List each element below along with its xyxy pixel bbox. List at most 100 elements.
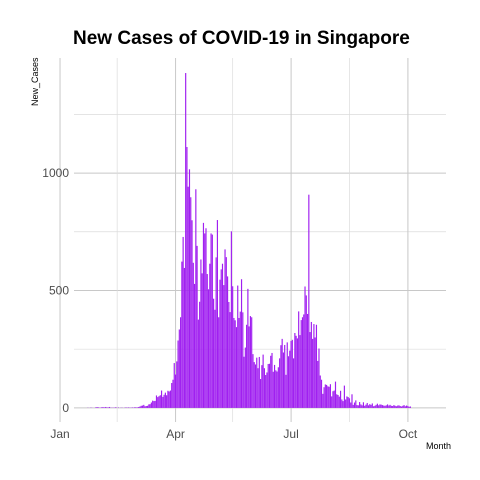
- bar: [257, 368, 259, 408]
- bar: [338, 396, 340, 408]
- bar: [152, 400, 154, 408]
- bar: [369, 404, 371, 408]
- bar: [105, 406, 107, 408]
- bar: [309, 332, 311, 408]
- x-tick-label: Apr: [166, 427, 185, 441]
- bar: [296, 338, 298, 408]
- bar: [200, 259, 202, 408]
- bar: [366, 402, 368, 408]
- bar: [298, 311, 300, 408]
- bar: [279, 358, 281, 408]
- bar: [280, 345, 282, 408]
- bar: [315, 324, 318, 408]
- bar: [155, 395, 158, 408]
- bar: [355, 400, 357, 408]
- bar: [235, 327, 238, 408]
- bar: [210, 233, 212, 408]
- bar: [174, 374, 177, 408]
- bar: [258, 356, 260, 408]
- bar: [294, 333, 296, 408]
- bar: [176, 361, 178, 408]
- bar: [195, 189, 197, 408]
- bar: [160, 390, 163, 408]
- bar: [147, 405, 149, 408]
- bar: [342, 401, 344, 408]
- bar: [336, 394, 338, 408]
- bar: [373, 406, 375, 408]
- bar: [386, 404, 389, 408]
- bar: [394, 405, 396, 408]
- bar: [206, 274, 208, 408]
- bar: [364, 405, 366, 408]
- y-tick-label: 500: [49, 283, 69, 297]
- bar: [196, 245, 198, 408]
- bar: [378, 405, 380, 408]
- bar: [238, 317, 240, 408]
- bar: [352, 404, 354, 408]
- bar: [215, 257, 217, 408]
- bar: [191, 220, 193, 408]
- bar: [186, 147, 188, 408]
- bar: [96, 407, 98, 408]
- bar: [172, 379, 174, 408]
- bar: [188, 169, 191, 408]
- bar: [166, 395, 168, 408]
- bar: [143, 404, 145, 408]
- bar: [145, 406, 147, 408]
- bars: [87, 73, 411, 408]
- bar: [201, 273, 203, 408]
- bar: [395, 406, 398, 408]
- bar: [306, 313, 309, 408]
- bar: [398, 405, 400, 408]
- bar: [171, 383, 173, 408]
- bar: [346, 396, 348, 408]
- bar: [192, 262, 194, 408]
- bar: [248, 326, 250, 408]
- bar: [293, 358, 295, 408]
- bar: [380, 404, 382, 408]
- bar: [180, 317, 182, 408]
- bar: [308, 194, 310, 408]
- bar: [275, 370, 277, 408]
- y-axis-label: New_Cases: [30, 57, 40, 106]
- bar: [211, 234, 213, 408]
- bar: [379, 404, 381, 408]
- x-tick-label: Jul: [283, 427, 298, 441]
- bar: [397, 405, 399, 408]
- bar: [356, 405, 358, 408]
- bar: [261, 365, 263, 408]
- bar: [333, 390, 335, 408]
- bar: [242, 312, 244, 408]
- bar: [149, 404, 151, 408]
- bar: [226, 276, 229, 408]
- bar: [303, 314, 305, 408]
- bar: [337, 394, 339, 408]
- bar: [328, 386, 330, 408]
- bar: [291, 339, 293, 408]
- grid: [59, 58, 446, 422]
- chart-title: New Cases of COVID-19 in Singapore: [73, 28, 410, 49]
- bar: [277, 367, 279, 408]
- bar: [229, 312, 231, 408]
- bar: [271, 352, 273, 408]
- bar: [178, 329, 180, 408]
- bar: [115, 407, 117, 408]
- bar: [300, 320, 302, 408]
- bar: [341, 399, 343, 408]
- bar: [318, 348, 320, 408]
- bar: [190, 197, 192, 408]
- bar: [381, 405, 384, 408]
- bar: [144, 406, 146, 408]
- bar: [263, 368, 265, 408]
- bar: [407, 406, 409, 408]
- bar: [164, 392, 166, 408]
- bar: [141, 405, 144, 408]
- bar: [267, 363, 269, 408]
- bar: [221, 263, 224, 408]
- bar: [376, 403, 378, 408]
- bar: [399, 406, 401, 408]
- bar: [205, 228, 207, 408]
- bar: [187, 186, 189, 408]
- bar: [214, 309, 216, 408]
- bar: [234, 320, 236, 408]
